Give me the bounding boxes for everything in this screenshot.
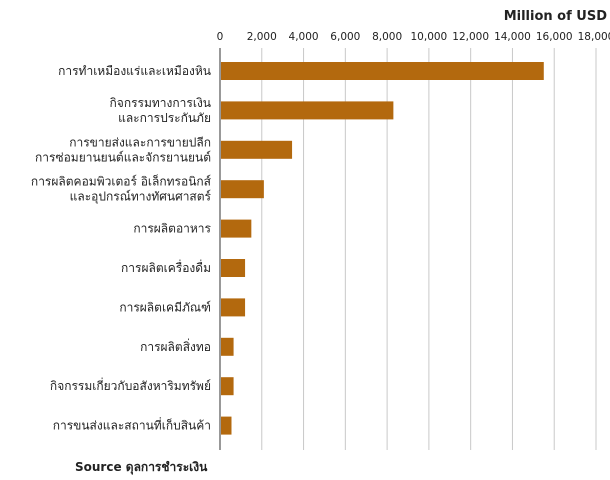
x-tick-label: 18,000	[578, 31, 610, 43]
bar	[221, 337, 234, 356]
bar	[221, 180, 264, 199]
category-label: การขายส่งและการขายปลีก	[69, 135, 211, 149]
x-tick-label: 14,000	[494, 31, 531, 43]
x-tick-label: 12,000	[452, 31, 489, 43]
unit-label: Million of USD	[504, 9, 608, 24]
x-tick-label: 0	[217, 31, 224, 43]
category-label: การผลิตเครื่องดื่ม	[121, 259, 211, 275]
x-tick-label: 16,000	[536, 31, 573, 43]
bar	[221, 416, 232, 435]
x-tick-label: 6,000	[330, 31, 360, 43]
x-tick-label: 4,000	[289, 31, 319, 43]
category-label: การผลิตสิ่งทอ	[140, 338, 211, 354]
category-label: การซ่อมยานยนต์และจักรยานยนต์	[35, 150, 211, 164]
category-label: การทำเหมืองแร่และเหมืองหิน	[58, 64, 211, 78]
category-label: การผลิตคอมพิวเตอร์ อิเล็กทรอนิกส์	[31, 174, 212, 189]
x-tick-label: 8,000	[372, 31, 402, 43]
x-tick-labels: 0 2,000 4,000 6,000 8,000 10,000 12,000 14,000 1…	[217, 31, 610, 43]
category-label: กิจกรรมเกี่ยวกับอสังหาริมทรัพย์	[50, 377, 211, 393]
category-labels: การทำเหมืองแร่และเหมืองหินกิจกรรมทางการเ…	[31, 64, 212, 433]
bar	[221, 219, 252, 238]
category-label: กิจกรรมทางการเงิน	[110, 96, 211, 110]
category-label: การผลิตอาหาร	[133, 222, 211, 236]
category-label: และการประกันภัย	[118, 111, 211, 125]
bar	[221, 298, 246, 317]
bar	[221, 377, 234, 396]
category-label: การผลิตเคมีภัณฑ์	[119, 300, 211, 314]
bar	[221, 101, 394, 120]
bar	[221, 62, 544, 80]
x-tick-label: 2,000	[247, 31, 277, 43]
category-label: การขนส่งและสถานที่เก็บสินค้า	[53, 417, 211, 433]
category-label: และอุปกรณ์ทางทัศนศาสตร์	[70, 190, 212, 205]
bars	[221, 62, 544, 435]
bar	[221, 259, 246, 277]
bar	[221, 140, 293, 159]
x-tick-label: 10,000	[411, 31, 448, 43]
source-note: Source ดุลการชำระเงิน	[75, 460, 208, 474]
